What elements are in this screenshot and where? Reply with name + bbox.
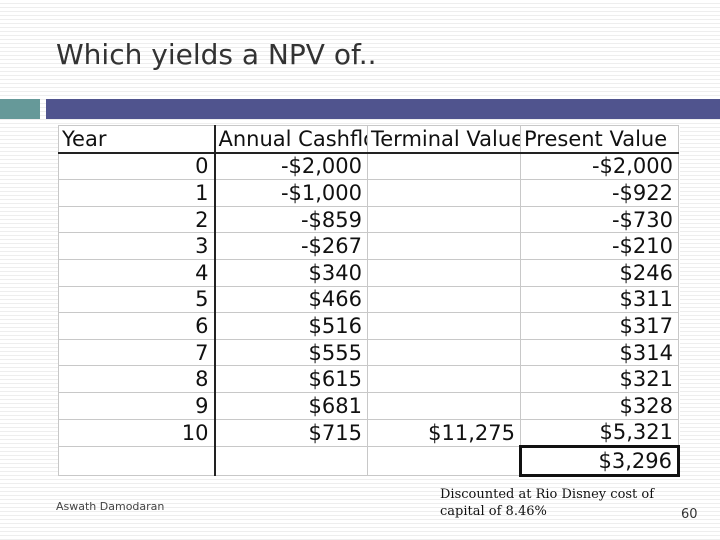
present-value-cell: $321 [520, 365, 679, 393]
cashflow-cell: $466 [214, 285, 368, 314]
table-row: 2 -$859 -$730 [58, 205, 679, 234]
author-footer: Aswath Damodaran [56, 500, 165, 513]
terminal-value-cell [367, 179, 521, 207]
discount-rate-note: Discounted at Rio Disney cost of capital… [440, 487, 655, 519]
cashflow-cell: -$267 [214, 232, 368, 260]
cashflow-cell: -$1,000 [214, 179, 368, 207]
cashflow-cell: $681 [214, 391, 368, 420]
terminal-value-cell [367, 232, 521, 260]
year-cell: 8 [58, 365, 216, 393]
terminal-value-cell [367, 391, 521, 420]
table-row: 4 $340 $246 [58, 258, 679, 287]
year-cell: 5 [58, 285, 216, 314]
cashflow-cell: $555 [214, 338, 368, 367]
accent-bar-navy [46, 99, 720, 119]
year-cell: 10 [58, 418, 216, 448]
terminal-value-cell [367, 446, 521, 476]
present-value-cell: $328 [520, 391, 679, 420]
table-row: 9 $681 $328 [58, 391, 679, 420]
terminal-value-cell [367, 205, 521, 234]
year-cell: 9 [58, 391, 216, 420]
present-value-cell: $246 [520, 258, 679, 287]
npv-total-cell: $3,296 [519, 445, 680, 477]
year-cell: 0 [58, 152, 216, 181]
slide-title: Which yields a NPV of.. [56, 38, 377, 71]
table-total-row: $3,296 [58, 445, 680, 477]
year-cell: 3 [58, 232, 216, 260]
present-value-cell: $5,321 [520, 418, 679, 448]
terminal-value-cell [367, 338, 521, 367]
terminal-value-cell [367, 258, 521, 287]
present-value-cell: -$210 [520, 232, 679, 260]
year-cell [58, 446, 216, 476]
table-row: 10 $715 $11,275 $5,321 [58, 418, 679, 448]
cashflow-cell: $340 [214, 258, 368, 287]
cashflow-cell [214, 446, 368, 476]
terminal-value-cell [367, 285, 521, 314]
terminal-value-cell [367, 365, 521, 393]
header-present-value: Present Value [520, 124, 679, 154]
table-row: 7 $555 $314 [58, 338, 679, 367]
header-terminal-value: Terminal Value [367, 124, 521, 154]
table-row: 1 -$1,000 -$922 [58, 179, 679, 207]
present-value-cell: -$2,000 [520, 152, 679, 181]
cashflow-cell: -$2,000 [214, 152, 368, 181]
present-value-cell: $311 [520, 285, 679, 314]
slide-number: 60 [681, 507, 698, 522]
header-year: Year [58, 124, 216, 154]
table-row: 5 $466 $311 [58, 285, 679, 314]
present-value-cell: $317 [520, 312, 679, 340]
year-cell: 2 [58, 205, 216, 234]
year-cell: 4 [58, 258, 216, 287]
cashflow-cell: $715 [214, 418, 368, 448]
header-annual-cashflow: Annual Cashflo [214, 124, 368, 154]
year-cell: 1 [58, 179, 216, 207]
table-row: 0 -$2,000 -$2,000 [58, 152, 679, 181]
present-value-cell: $314 [520, 338, 679, 367]
year-cell: 6 [58, 312, 216, 340]
table-row: 8 $615 $321 [58, 365, 679, 393]
year-cell: 7 [58, 338, 216, 367]
terminal-value-cell [367, 312, 521, 340]
terminal-value-cell [367, 152, 521, 181]
table-header-row: Year Annual Cashflo Terminal Value Prese… [58, 124, 679, 154]
cashflow-cell: -$859 [214, 205, 368, 234]
cashflow-cell: $615 [214, 365, 368, 393]
table-row: 6 $516 $317 [58, 312, 679, 340]
table-row: 3 -$267 -$210 [58, 232, 679, 260]
accent-bar-teal [0, 99, 40, 119]
npv-table: Year Annual Cashflo Terminal Value Prese… [58, 124, 680, 477]
present-value-cell: -$922 [520, 179, 679, 207]
npv-table-container: Year Annual Cashflo Terminal Value Prese… [58, 124, 680, 477]
cashflow-cell: $516 [214, 312, 368, 340]
terminal-value-cell: $11,275 [367, 418, 521, 448]
present-value-cell: -$730 [520, 205, 679, 234]
